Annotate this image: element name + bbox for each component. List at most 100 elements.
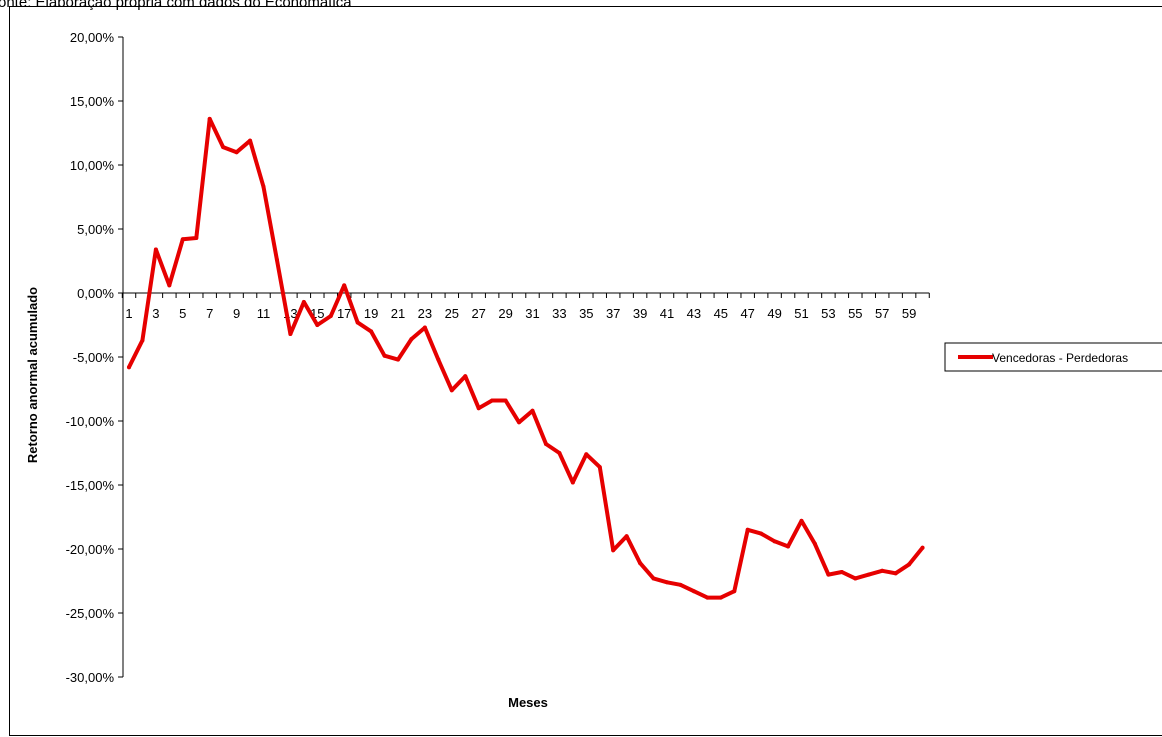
x-tick-label: 33 [552, 306, 566, 321]
x-tick-label: 17 [337, 306, 351, 321]
x-tick-label: 53 [821, 306, 835, 321]
y-tick-label: -5,00% [73, 350, 115, 365]
series-layer [127, 116, 925, 600]
data-point [866, 572, 871, 577]
data-point [127, 365, 131, 370]
data-point [705, 595, 710, 600]
data-point [880, 568, 885, 573]
chart-frame: 20,00% 15,00% 10,00% 5,00% 0,00% -5,00% -10,00… [9, 6, 1162, 736]
data-point [342, 283, 347, 288]
data-point [422, 325, 427, 330]
data-point [584, 452, 589, 457]
y-tick-label: 5,00% [77, 222, 114, 237]
data-point [261, 184, 266, 189]
data-point [234, 150, 239, 155]
y-tick-label: -30,00% [66, 670, 115, 685]
x-tick-label: 55 [848, 306, 862, 321]
data-point [597, 465, 602, 470]
data-point [369, 329, 374, 334]
y-tick-label: -20,00% [66, 542, 115, 557]
data-point [315, 323, 320, 327]
data-point [382, 353, 387, 358]
data-point [624, 534, 629, 539]
data-point [732, 589, 737, 594]
data-point [180, 237, 185, 242]
data-point [826, 572, 831, 577]
data-point [153, 247, 158, 252]
data-point [772, 539, 777, 544]
x-axis: 1 3 5 7 9 11 13 15 17 19 21 23 25 27 29 31 33 35 37 39 41 43 4… [121, 292, 930, 321]
x-tick-label: 1 [125, 306, 132, 321]
x-tick-label: 23 [418, 306, 432, 321]
x-tick-label: 9 [233, 306, 240, 321]
y-tick-label: -25,00% [66, 606, 115, 621]
data-point [328, 314, 333, 319]
x-tick-label: 51 [794, 306, 808, 321]
x-tick-label: 45 [714, 306, 728, 321]
data-point [799, 518, 804, 523]
data-point [194, 235, 199, 240]
data-point [449, 388, 454, 393]
x-tick-label: 41 [660, 306, 674, 321]
data-point [207, 116, 212, 121]
data-point [436, 357, 441, 362]
data-point [274, 257, 279, 262]
y-tick-label: 0,00% [77, 286, 114, 301]
data-point [476, 406, 481, 411]
x-tick-label: 35 [579, 306, 593, 321]
data-point [638, 561, 643, 566]
data-point [812, 541, 817, 546]
data-point [248, 138, 253, 143]
data-point [893, 571, 898, 576]
x-axis-title: Meses [508, 695, 548, 710]
data-point [718, 595, 723, 600]
source-note: onte: Elaboração própria com dados do Ec… [0, 0, 352, 11]
data-point [786, 544, 791, 549]
line-chart: 20,00% 15,00% 10,00% 5,00% 0,00% -5,00% -10,00… [25, 30, 1162, 710]
legend: Vencedoras - Perdedoras [944, 342, 1162, 372]
x-tick-label: 49 [767, 306, 781, 321]
data-point [665, 580, 669, 585]
legend-label: Vencedoras - Perdedoras [992, 351, 1128, 365]
x-tick-label: 25 [445, 306, 459, 321]
y-tick-label: 10,00% [70, 158, 115, 173]
data-point [463, 374, 468, 379]
y-axis: 20,00% 15,00% 10,00% 5,00% 0,00% -5,00% -10,00… [66, 30, 124, 685]
x-tick-label: 11 [257, 306, 271, 321]
series-line [127, 116, 925, 600]
data-point [503, 398, 508, 403]
x-tick-label: 31 [525, 306, 539, 321]
data-point [543, 442, 548, 447]
data-point [221, 145, 226, 150]
y-tick-label: -15,00% [66, 478, 115, 493]
x-tick-label: 21 [391, 306, 405, 321]
data-point [167, 283, 172, 288]
data-point [140, 338, 145, 343]
data-point [611, 548, 616, 553]
data-point [691, 589, 696, 594]
data-point [396, 357, 400, 362]
data-point [557, 451, 562, 455]
x-tick-label: 3 [152, 306, 159, 321]
data-point [301, 299, 306, 304]
data-point [490, 398, 495, 403]
x-tick-label: 27 [471, 306, 485, 321]
data-point [409, 337, 414, 342]
x-tick-label: 5 [179, 306, 186, 321]
data-point [517, 420, 522, 425]
x-tick-label: 29 [498, 306, 512, 321]
y-tick-label: -10,00% [66, 414, 115, 429]
x-tick-label: 37 [606, 306, 620, 321]
y-tick-label: 20,00% [70, 30, 115, 45]
x-tick-label: 7 [206, 306, 213, 321]
x-tick-label: 57 [875, 306, 889, 321]
y-tick-label: 15,00% [70, 94, 115, 109]
data-point [651, 576, 656, 581]
data-point [839, 570, 844, 575]
data-point [853, 576, 858, 581]
data-point [745, 527, 750, 532]
data-point [759, 531, 764, 536]
data-point [570, 480, 575, 485]
x-tick-label: 39 [633, 306, 647, 321]
data-point [530, 408, 535, 413]
